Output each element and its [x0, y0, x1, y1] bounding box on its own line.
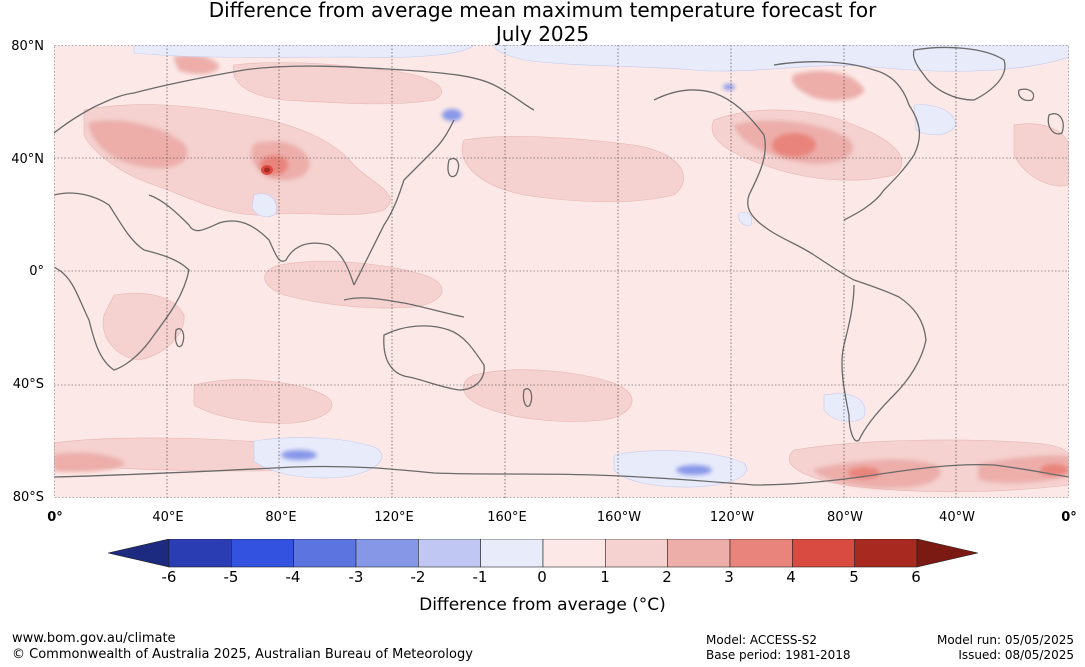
colorbar-tick-6: 6: [911, 568, 921, 586]
colorbar-tick-minus6: -6: [161, 568, 177, 586]
lon-label-80w: 80°W: [827, 510, 863, 525]
colorbar: [108, 539, 978, 568]
footer-copyright: © Commonwealth of Australia 2025, Austra…: [12, 647, 473, 662]
colorbar-tick-4: 4: [786, 568, 796, 586]
coastlines: [54, 46, 1069, 486]
lat-label-40n: 40°N: [11, 152, 44, 167]
anomaly-minus-3-to-minus-1-regions: [281, 84, 735, 475]
footer-model: Model: ACCESS-S2: [706, 633, 818, 647]
colorbar-above-max-arrow: [916, 539, 978, 568]
lon-label-40w: 40°W: [939, 510, 975, 525]
colorbar-tick-minus5: -5: [223, 568, 239, 586]
colorbar-bin: [854, 539, 918, 568]
lon-label-80e: 80°E: [265, 510, 297, 525]
colorbar-label: Difference from average (°C): [419, 595, 666, 615]
map-title-line1: Difference from average mean maximum tem…: [208, 0, 877, 22]
forecast-map: [54, 45, 1069, 498]
lon-label-120e: 120°E: [374, 510, 414, 525]
colorbar-bins: [168, 539, 918, 568]
map-title: Difference from average mean maximum tem…: [0, 0, 1085, 46]
colorbar-bin: [168, 539, 232, 568]
lat-label-80n: 80°N: [11, 39, 44, 54]
footer-left: www.bom.gov.au/climate © Commonwealth of…: [12, 631, 473, 663]
map-border: [54, 45, 1069, 498]
colorbar-tick-minus1: -1: [472, 568, 488, 586]
lon-label-0-right: 0°: [1061, 510, 1077, 525]
colorbar-bin: [792, 539, 855, 568]
lat-label-40s: 40°S: [12, 377, 44, 392]
footer-model-info: Model: ACCESS-S2 Base period: 1981-2018: [706, 633, 851, 663]
lon-label-160w: 160°W: [596, 510, 642, 525]
anomaly-4-to-6-regions: [261, 165, 273, 175]
footer-website-link[interactable]: www.bom.gov.au/climate: [12, 631, 176, 646]
colorbar-below-min-arrow: [108, 539, 170, 568]
colorbar-bin: [480, 539, 544, 568]
colorbar-bin: [729, 539, 793, 568]
colorbar-bin: [293, 539, 357, 568]
colorbar-tick-minus3: -3: [348, 568, 364, 586]
colorbar-tick-5: 5: [849, 568, 859, 586]
colorbar-tick-2: 2: [662, 568, 672, 586]
footer-model-run: Model run: 05/05/2025: [936, 633, 1074, 647]
lon-label-160e: 160°E: [487, 510, 527, 525]
colorbar-bin: [605, 539, 668, 568]
colorbar-bin: [355, 539, 419, 568]
colorbar-tick-1: 1: [600, 568, 610, 586]
lat-label-80s: 80°S: [12, 490, 44, 505]
footer-issued: Issued: 08/05/2025: [958, 648, 1074, 662]
lon-label-0-left: 0°: [47, 510, 63, 525]
colorbar-bin: [418, 539, 481, 568]
map-title-line2: July 2025: [495, 22, 590, 46]
lon-label-120w: 120°W: [709, 510, 755, 525]
lat-label-equator: 0°: [29, 264, 44, 279]
colorbar-tick-minus4: -4: [285, 568, 301, 586]
footer-base-period: Base period: 1981-2018: [706, 648, 851, 662]
footer-run-info: Model run: 05/05/2025 Issued: 08/05/2025: [937, 633, 1074, 663]
colorbar-bin: [667, 539, 731, 568]
colorbar-bin: [231, 539, 294, 568]
colorbar-bin: [542, 539, 606, 568]
lon-label-40e: 40°E: [152, 510, 184, 525]
graticule-grid: [54, 45, 1069, 498]
colorbar-tick-minus2: -2: [410, 568, 426, 586]
colorbar-tick-3: 3: [724, 568, 734, 586]
colorbar-tick-0: 0: [537, 568, 547, 586]
